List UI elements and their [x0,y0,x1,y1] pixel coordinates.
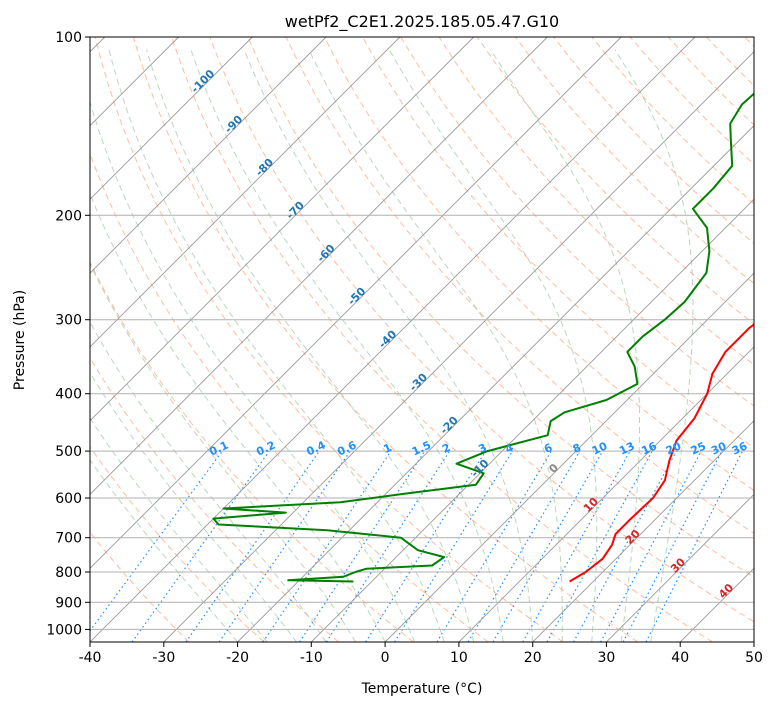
dry-adiabat [94,37,564,642]
temperature-profile [569,323,754,583]
x-tick-label: -20 [226,650,249,666]
x-axis-label: Temperature (°C) [361,681,483,697]
x-tick-label: 40 [671,650,689,666]
mixing-ratio-label: 25 [689,439,708,457]
y-tick-label: 800 [55,565,82,581]
y-tick-label: 900 [55,595,82,611]
moist-adiabat [90,459,238,642]
mixing-ratio-line [325,450,451,642]
isotherm-line [532,420,754,642]
mixing-ratio-line [185,450,320,642]
moist-adiabat [108,49,445,642]
mixing-ratio-line [436,450,552,642]
isotherm-line [237,124,754,642]
x-tick-label: 20 [524,650,542,666]
moist-adiabat [90,100,416,642]
dry-adiabat [323,37,754,491]
plot-frame [89,36,755,643]
mixing-ratio-label: 13 [617,439,636,457]
moist-adiabat [489,49,640,642]
grid-lines [90,37,754,642]
dewpoint-profile [212,92,754,583]
y-tick-label: 200 [55,208,82,224]
isotherm-line [163,51,754,642]
dry-adiabat [132,37,639,642]
isotherm-line [90,37,401,348]
isotherm-line [90,37,327,274]
mixing-ratio-line [467,450,581,642]
isotherm-line [458,346,754,642]
isotherm-line [384,272,754,642]
mixing-ratio-label: 20 [664,439,684,457]
mixing-ratio-line [394,450,513,642]
x-tick-label: 30 [597,650,615,666]
x-tick-label: 0 [381,650,390,666]
y-axis-label: Pressure (hPa) [12,290,28,390]
background-lines [90,37,754,642]
isotherm-line [606,493,754,642]
dry-adiabat [209,37,754,623]
y-tick-label: 300 [55,313,82,329]
moist-adiabat [146,49,475,642]
y-tick-label: 500 [55,444,82,460]
y-tick-label: 600 [55,491,82,507]
isotherm-line [90,37,253,200]
mixing-ratio-line [522,450,631,642]
moist-adiabat [614,49,694,642]
y-tick-label: 1000 [46,622,82,638]
x-tick-label: -30 [152,650,175,666]
moist-adiabat [243,49,534,642]
x-tick-label: 10 [450,650,468,666]
y-tick-label: 100 [55,30,82,46]
mixing-ratio-line [365,450,487,642]
isotherm-line [90,37,475,422]
mixing-ratio-line [299,450,426,642]
x-tick-label: -40 [79,650,102,666]
isotherm-line [90,37,696,642]
dry-adiabat [247,37,754,578]
dry-adiabat [438,37,754,366]
y-tick-label: 700 [55,531,82,547]
isotherm-line [310,198,754,642]
mixing-ratio-line [572,450,677,642]
plot-area [90,37,754,642]
moist-adiabat [90,371,297,642]
axis-ticks: -40 -30 -20 -10 0 10 20 30 40 50 100 200 300 400 500 60… [46,30,763,666]
moist-adiabat [90,417,268,642]
dry-adiabat [285,37,754,535]
dry-adiabat [90,260,414,642]
moist-adiabat [388,49,598,642]
moist-adiabat [90,262,357,642]
isotherm-line [90,37,548,496]
isotherm-line [90,37,622,569]
moist-adiabat [90,321,327,642]
dry-adiabat [171,37,713,642]
x-tick-label: 50 [745,650,763,666]
dry-adiabat [515,37,754,285]
mixing-ratio-line [492,450,604,642]
x-tick-label: -10 [300,650,323,666]
mixing-ratio-label: 36 [730,439,750,457]
mixing-ratio-line [131,450,270,642]
chart-title: wetPf2_C2E1.2025.185.05.47.G10 [285,12,559,32]
y-tick-label: 400 [55,387,82,403]
dry-adiabat [90,446,265,642]
profile-lines [212,92,754,583]
moist-adiabat [308,49,563,642]
moist-adiabat [190,49,504,642]
mixing-ratio-label: 16 [640,439,660,457]
mixing-ratio-label: 10 [590,439,610,457]
mixing-ratio-label: 30 [709,439,729,457]
